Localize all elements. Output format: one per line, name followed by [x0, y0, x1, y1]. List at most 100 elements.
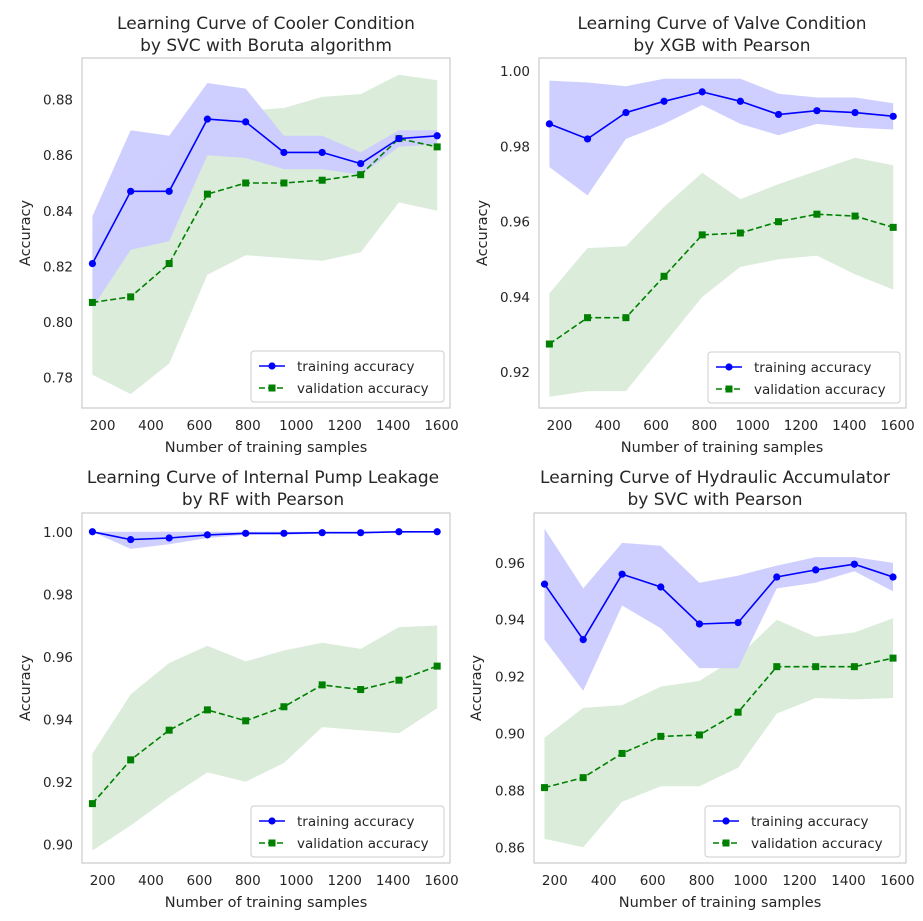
- panel-3-training-band-layer: [92, 531, 438, 549]
- panel-1-training-point: [165, 187, 173, 195]
- panel-1-y-tick-label: 0.84: [43, 204, 73, 220]
- panel-3-validation-point: [318, 681, 326, 689]
- panel-1-validation-line: [92, 137, 438, 304]
- panel-2-y-axis-label: Accuracy: [475, 199, 491, 266]
- panel-2-training-point: [622, 108, 630, 117]
- panel-4-plot-frame: [533, 512, 907, 864]
- panel-1-x-tick-label: 600: [187, 418, 213, 434]
- panel-3-legend-training-label: training accuracy: [297, 814, 415, 830]
- panel-1-y-tick-label: 0.86: [43, 148, 73, 164]
- panel-1-legend-validation-marker: [268, 384, 276, 392]
- panel-2-validation-confidence-band: [549, 157, 894, 397]
- panel-4-legend-training-label: training accuracy: [751, 814, 869, 830]
- panel-3-y-tick-label: 0.94: [43, 712, 73, 728]
- panel-3-training-point: [88, 528, 97, 536]
- panel-2-validation-point: [813, 210, 821, 218]
- panel-3-legend-box: [250, 805, 445, 858]
- panel-3-validation-point: [242, 717, 250, 725]
- panel-2-plot-frame: [538, 57, 907, 409]
- panel-2-title-line-1: Learning Curve of Valve Condition: [577, 14, 866, 34]
- panel-2-x-tick-label: 200: [547, 418, 573, 434]
- panel-3-validation-point: [280, 703, 288, 711]
- panel-3-training-point: [357, 529, 365, 537]
- panel-2-training-point: [583, 135, 592, 143]
- panel-4-validation-point: [618, 749, 626, 757]
- panel-4-x-axis-label: Number of training samples: [619, 895, 822, 911]
- panel-2-training-band-layer: [549, 78, 894, 196]
- panel-2-y-tick-label: 0.94: [500, 290, 530, 306]
- panel-1-x-tick-label: 1400: [376, 418, 410, 434]
- panel-2-training-point: [545, 120, 553, 128]
- panel-4-validation-confidence-band: [544, 618, 893, 848]
- panel-2-training-confidence-band: [549, 78, 894, 196]
- panel-4-training-point: [773, 573, 781, 581]
- panel-2-y-tick-label: 0.92: [500, 365, 530, 381]
- panel-1-y-axis-label: Accuracy: [18, 199, 34, 266]
- panel-4-validation-point: [579, 774, 587, 782]
- panel-1-validation-point: [318, 176, 326, 184]
- panel-4-training-point: [812, 566, 820, 574]
- panel-2-legend-validation-label: validation accuracy: [754, 382, 886, 398]
- panel-3-plot-frame: [81, 512, 451, 864]
- panel-2-legend-box: [707, 351, 901, 404]
- panel-cooler-condition: Learning Curve of Cooler Condition by SV…: [18, 14, 459, 456]
- panel-2-y-tick-label: 0.98: [500, 139, 530, 155]
- panel-3-legend-training-marker: [268, 817, 276, 825]
- panel-1-y-ticks: 0.78 0.80 0.82 0.84 0.86 0.88: [43, 93, 73, 387]
- panel-4-y-tick-label: 0.88: [495, 783, 525, 799]
- panel-3-training-point: [127, 535, 135, 544]
- panel-4-title-line-2: by SVC with Pearson: [628, 490, 803, 510]
- panel-4-y-tick-label: 0.90: [495, 727, 525, 743]
- panel-3-training-line-layer: [88, 528, 441, 544]
- panel-2-title-line-2: by XGB with Pearson: [633, 36, 810, 56]
- panel-4-validation-point: [812, 663, 820, 671]
- panel-1-training-point: [395, 134, 403, 143]
- panel-2-training-point: [889, 112, 897, 120]
- panel-1-y-tick-label: 0.78: [43, 370, 73, 386]
- panel-1-validation-point: [127, 293, 135, 301]
- panel-3-training-point: [395, 528, 403, 536]
- panel-1-training-point: [357, 159, 365, 168]
- panel-3-x-tick-label: 200: [90, 873, 116, 889]
- panel-2-validation-band-layer: [549, 157, 894, 397]
- panel-4-x-tick-label: 1400: [831, 873, 865, 889]
- panel-2-x-axis-label: Number of training samples: [621, 440, 824, 456]
- panel-1-legend-box: [250, 350, 445, 403]
- panel-1-validation-point: [88, 298, 96, 306]
- panel-4-validation-point: [773, 663, 781, 671]
- panel-2-legend: training accuracy validation accuracy: [707, 351, 901, 404]
- panel-3-y-tick-label: 0.96: [43, 650, 73, 666]
- panel-3-y-tick-label: 0.98: [43, 587, 73, 603]
- panel-3-training-line: [92, 530, 438, 541]
- panel-2-validation-point: [889, 223, 897, 231]
- panel-4-legend-validation-marker: [722, 839, 730, 847]
- panel-1-training-line: [91, 118, 438, 264]
- panel-3-legend-validation-marker: [268, 839, 276, 847]
- panel-4-validation-line-layer: [541, 654, 897, 792]
- panel-1-x-tick-label: 400: [138, 418, 164, 434]
- panel-2-x-ticks: 200 400 600 800 1000 1200 1400 1600: [547, 418, 915, 434]
- panel-2-training-point: [774, 110, 783, 119]
- panel-4-x-tick-label: 800: [689, 873, 715, 889]
- panel-2-x-tick-label: 600: [643, 418, 669, 434]
- panel-3-validation-line: [91, 665, 438, 805]
- panel-4-training-point: [734, 618, 742, 627]
- panel-4-legend: training accuracy validation accuracy: [704, 805, 901, 858]
- panel-1-validation-point: [165, 260, 173, 268]
- panel-1-training-line-layer: [88, 115, 441, 268]
- panel-1-x-tick-label: 200: [90, 418, 116, 434]
- panel-4-y-tick-label: 0.92: [495, 670, 525, 686]
- panel-2-training-point: [660, 97, 668, 105]
- panel-1-training-point: [203, 115, 212, 123]
- panel-3-x-axis-label: Number of training samples: [165, 895, 368, 911]
- panel-1-legend-training-label: training accuracy: [297, 359, 415, 375]
- panel-4-x-ticks: 200 400 600 800 1000 1200 1400 1600: [542, 873, 915, 889]
- panel-2-y-tick-label: 0.96: [500, 215, 530, 231]
- panel-2-validation-point: [851, 212, 859, 220]
- panel-3-x-tick-label: 600: [187, 873, 213, 889]
- panel-2-legend-validation-marker: [725, 385, 733, 393]
- panel-2-y-tick-label: 1.00: [500, 64, 530, 80]
- panel-1-training-point: [318, 148, 326, 157]
- panel-1-validation-point: [357, 171, 365, 179]
- panel-3-y-ticks: 0.90 0.92 0.94 0.96 0.98 1.00: [43, 525, 73, 854]
